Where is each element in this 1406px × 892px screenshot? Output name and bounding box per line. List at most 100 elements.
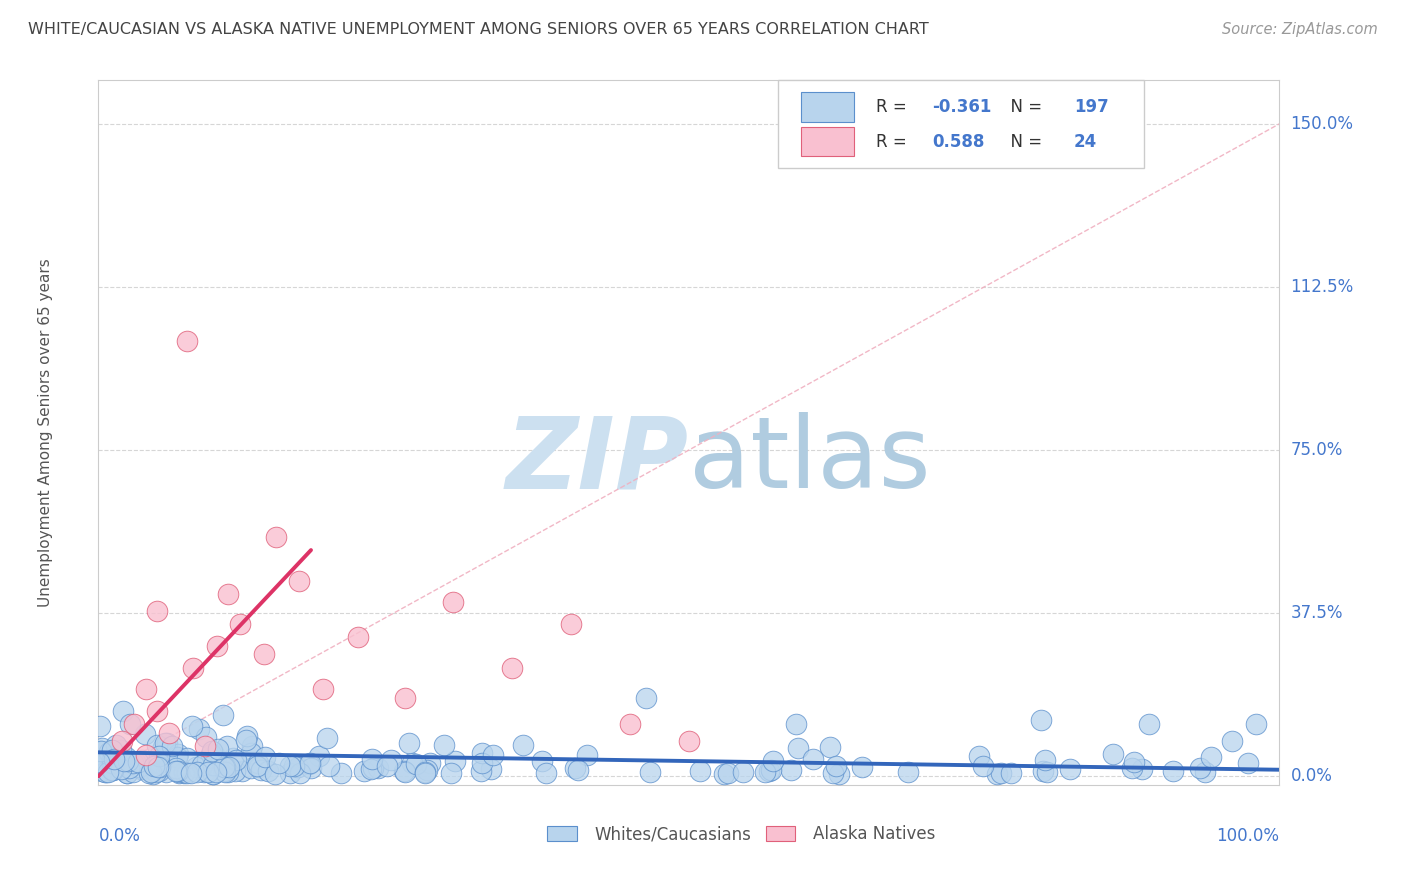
Text: 24: 24 <box>1074 133 1097 151</box>
Point <box>131 753 153 767</box>
Text: atlas: atlas <box>689 412 931 509</box>
Point <box>117 754 139 768</box>
Point <box>398 736 420 750</box>
Point <box>128 760 150 774</box>
Point <box>678 734 700 748</box>
Point <box>828 766 851 780</box>
Point <box>146 759 169 773</box>
FancyBboxPatch shape <box>778 80 1143 169</box>
Point <box>148 756 170 771</box>
Point <box>249 763 271 777</box>
Point <box>470 764 492 779</box>
Point <box>299 756 322 770</box>
Point <box>471 756 494 770</box>
Point <box>239 761 262 775</box>
Point <box>401 756 423 771</box>
Point <box>439 766 461 780</box>
Point <box>298 757 321 772</box>
Point <box>195 731 218 745</box>
Point <box>312 682 335 697</box>
Point <box>512 738 534 752</box>
Point <box>188 723 211 737</box>
Point <box>165 761 187 775</box>
Point <box>818 740 841 755</box>
Point <box>176 751 198 765</box>
Point <box>194 764 217 779</box>
Point <box>97 765 120 780</box>
Point <box>120 717 142 731</box>
Point <box>1137 717 1160 731</box>
Point <box>166 750 188 764</box>
Point <box>91 764 114 779</box>
Point <box>156 737 179 751</box>
Point <box>236 729 259 743</box>
Point <box>264 530 287 544</box>
Point <box>394 764 416 778</box>
Point <box>380 753 402 767</box>
Point <box>479 762 502 776</box>
Point <box>308 749 330 764</box>
Point <box>202 767 225 781</box>
Point <box>235 733 257 747</box>
Point <box>112 754 135 768</box>
Text: Whites/Caucasians: Whites/Caucasians <box>595 825 751 843</box>
Point <box>205 639 228 653</box>
Point <box>90 740 112 755</box>
FancyBboxPatch shape <box>801 127 855 156</box>
Point <box>825 759 848 773</box>
Point <box>256 764 278 779</box>
Point <box>762 754 785 768</box>
Point <box>1036 765 1059 780</box>
Point <box>146 604 169 618</box>
Point <box>731 764 754 779</box>
Point <box>897 764 920 779</box>
Point <box>94 765 117 780</box>
Point <box>117 765 139 780</box>
Point <box>288 574 311 588</box>
Point <box>1220 734 1243 748</box>
Text: -0.361: -0.361 <box>932 98 991 116</box>
Point <box>441 595 464 609</box>
Point <box>247 760 270 774</box>
Text: 0.588: 0.588 <box>932 133 984 151</box>
Point <box>100 752 122 766</box>
Point <box>224 764 246 778</box>
Point <box>165 764 187 778</box>
Point <box>972 759 994 773</box>
Text: N =: N = <box>1000 98 1047 116</box>
Point <box>94 764 117 779</box>
Point <box>785 717 807 731</box>
Point <box>1031 764 1053 778</box>
Point <box>413 766 436 780</box>
Text: 0.0%: 0.0% <box>98 827 141 846</box>
Point <box>1130 763 1153 777</box>
Point <box>222 751 245 765</box>
Point <box>353 764 375 778</box>
Text: 197: 197 <box>1074 98 1109 116</box>
Point <box>122 755 145 769</box>
Point <box>214 764 236 779</box>
Point <box>180 765 202 780</box>
Point <box>330 765 353 780</box>
Point <box>531 754 554 768</box>
Point <box>560 617 582 632</box>
Point <box>416 764 439 778</box>
Text: 150.0%: 150.0% <box>1291 115 1354 133</box>
Point <box>87 755 110 769</box>
Point <box>986 766 1008 780</box>
Point <box>361 761 384 775</box>
Point <box>181 719 204 733</box>
Point <box>361 752 384 766</box>
Point <box>193 765 215 780</box>
Point <box>166 747 188 761</box>
Point <box>318 759 340 773</box>
Point <box>124 755 146 769</box>
Point <box>1189 761 1212 775</box>
Point <box>375 759 398 773</box>
Point <box>105 751 128 765</box>
Point <box>98 745 121 759</box>
Point <box>267 756 290 771</box>
Point <box>217 739 239 753</box>
Point <box>89 719 111 733</box>
Point <box>117 766 139 780</box>
